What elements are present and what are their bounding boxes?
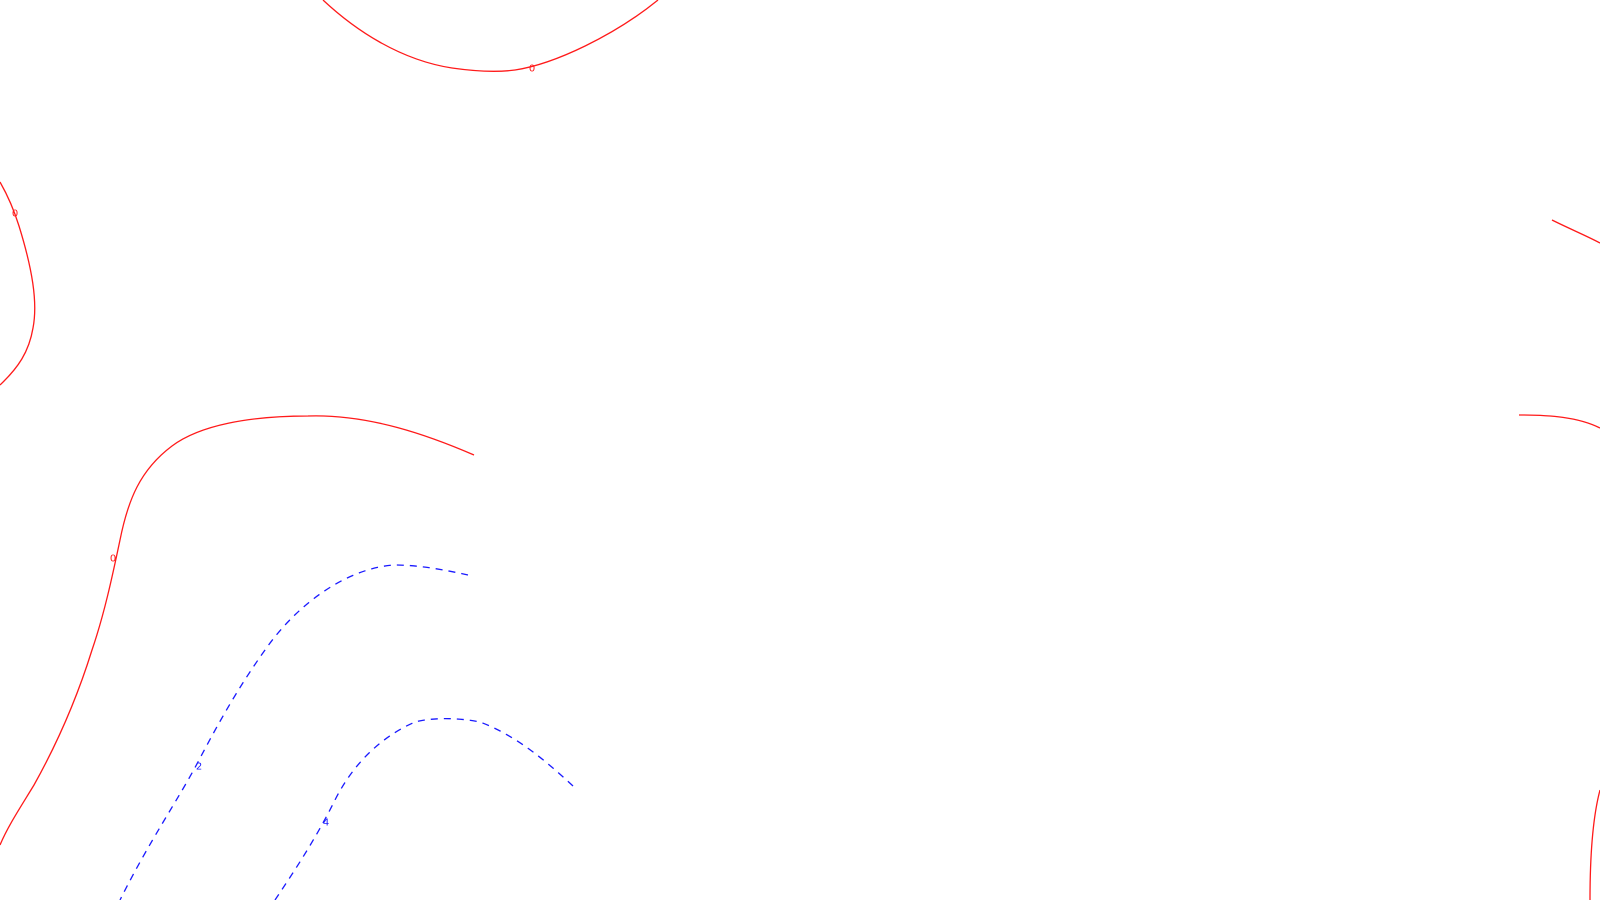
contour-line-top-arc	[322, 0, 659, 72]
contour-label: 0	[12, 209, 18, 220]
contour-line-right-edge-lower	[1589, 789, 1600, 900]
contour-line-dashed-2	[119, 564, 469, 900]
contour-line-left-edge-loop	[0, 181, 36, 386]
contour-label: 0	[529, 64, 535, 75]
contour-line-left-long-curve	[0, 415, 475, 846]
contour-labels: 0 0 0 2 4	[12, 64, 535, 829]
contour-label: 0	[110, 554, 116, 565]
contour-line-right-edge-middle	[1518, 414, 1600, 429]
contour-label: 2	[196, 762, 202, 773]
contour-line-right-edge-upper	[1551, 219, 1600, 244]
contour-label: 4	[323, 818, 329, 829]
